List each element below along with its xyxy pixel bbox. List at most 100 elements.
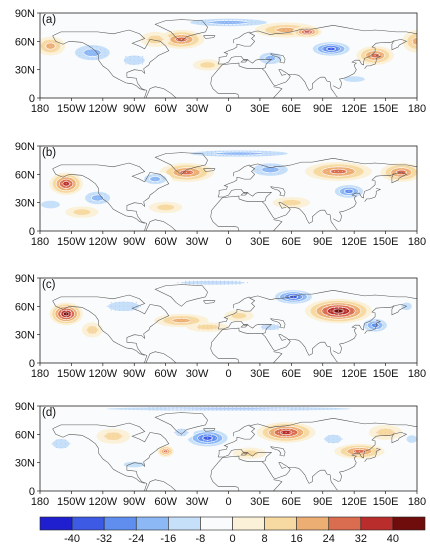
x-tick-label: 120E bbox=[341, 103, 367, 115]
negative-anomaly-center bbox=[182, 427, 233, 449]
x-tick-label: 120W bbox=[88, 368, 117, 380]
significance-dot bbox=[239, 408, 241, 410]
significance-dot bbox=[289, 437, 291, 439]
significance-dot bbox=[300, 296, 302, 298]
significance-dot bbox=[61, 316, 63, 318]
x-tick-label: 60E bbox=[282, 496, 302, 508]
significance-dot bbox=[285, 431, 287, 433]
significance-dot bbox=[261, 172, 263, 174]
significance-dot bbox=[65, 310, 67, 312]
significance-dot bbox=[323, 44, 325, 47]
significance-dot bbox=[189, 283, 191, 285]
significance-dot bbox=[289, 431, 291, 433]
significance-dot bbox=[104, 55, 106, 57]
anomaly-contour bbox=[406, 435, 417, 443]
significance-dot bbox=[219, 283, 222, 285]
significance-dot bbox=[188, 409, 190, 411]
coastline bbox=[210, 321, 273, 363]
significance-dot bbox=[65, 313, 67, 315]
anomaly-contour bbox=[200, 62, 215, 68]
significance-dot bbox=[60, 447, 62, 449]
significance-dot bbox=[200, 283, 202, 285]
significance-dot bbox=[259, 409, 261, 411]
significance-dot bbox=[176, 319, 178, 322]
significance-dot bbox=[211, 326, 213, 328]
significance-dot bbox=[184, 408, 186, 410]
significance-dot bbox=[341, 313, 343, 315]
significance-dot bbox=[275, 408, 277, 410]
x-tick-label: 120E bbox=[341, 236, 367, 248]
significance-dot bbox=[226, 151, 228, 153]
significance-dot bbox=[357, 170, 359, 173]
significance-dot bbox=[341, 307, 343, 309]
significance-dot bbox=[223, 282, 225, 284]
significance-dot bbox=[104, 197, 106, 199]
significance-dot bbox=[220, 24, 222, 26]
significance-dot bbox=[216, 19, 218, 21]
significance-dot bbox=[154, 38, 156, 40]
positive-anomaly-center bbox=[65, 206, 99, 218]
significance-dot bbox=[119, 305, 121, 307]
positive-anomaly-center bbox=[140, 31, 170, 47]
coastline bbox=[52, 29, 170, 98]
coastline bbox=[154, 412, 208, 435]
significance-dot bbox=[328, 435, 330, 437]
significance-dot bbox=[266, 326, 268, 328]
significance-dot bbox=[328, 441, 330, 444]
coastline bbox=[288, 207, 338, 231]
significance-dot bbox=[219, 437, 221, 439]
significance-dot bbox=[222, 153, 224, 155]
significance-dot bbox=[349, 170, 351, 173]
significance-dot bbox=[177, 428, 179, 430]
significance-dot bbox=[269, 328, 271, 330]
significance-dot bbox=[204, 407, 206, 409]
significance-dot bbox=[215, 434, 217, 436]
significance-dot bbox=[261, 151, 263, 153]
significance-dot bbox=[247, 19, 249, 21]
significance-dot bbox=[299, 407, 301, 409]
significance-dot bbox=[200, 408, 202, 410]
significance-dot bbox=[278, 172, 280, 174]
significance-dot bbox=[190, 175, 192, 177]
significance-dot bbox=[348, 190, 350, 192]
significance-dot bbox=[207, 153, 209, 155]
significance-dot bbox=[192, 407, 194, 409]
significance-dot bbox=[202, 432, 205, 434]
significance-dot bbox=[89, 193, 91, 195]
coastline bbox=[272, 219, 283, 231]
significance-dot bbox=[243, 21, 245, 23]
significance-dot bbox=[158, 38, 160, 40]
significance-dot bbox=[198, 437, 201, 439]
significance-dot bbox=[409, 175, 411, 177]
significance-dot bbox=[83, 52, 85, 54]
significance-dot bbox=[97, 193, 99, 195]
significance-dot bbox=[220, 409, 222, 411]
significance-dot bbox=[242, 154, 244, 156]
significance-dot bbox=[272, 26, 275, 28]
significance-dot bbox=[247, 21, 249, 23]
significance-dot bbox=[199, 171, 201, 173]
significance-dot bbox=[223, 408, 226, 410]
significance-dot bbox=[211, 437, 213, 439]
significance-dot bbox=[239, 24, 241, 26]
significance-dot bbox=[185, 317, 187, 319]
significance-dot bbox=[367, 58, 369, 60]
significance-dot bbox=[180, 317, 182, 319]
significance-dot bbox=[287, 409, 289, 411]
significance-dot bbox=[100, 201, 102, 203]
x-tick-label: 90W bbox=[123, 496, 146, 508]
significance-dot bbox=[60, 439, 62, 441]
significance-dot bbox=[91, 329, 93, 331]
significance-dot bbox=[374, 58, 376, 60]
significance-dot bbox=[176, 408, 178, 410]
significance-dot bbox=[344, 190, 346, 192]
significance-dot bbox=[400, 168, 402, 170]
significance-dot bbox=[65, 186, 67, 188]
significance-dot bbox=[370, 321, 372, 323]
significance-dot bbox=[181, 175, 183, 177]
significance-dot bbox=[104, 201, 106, 203]
significance-dot bbox=[125, 59, 127, 61]
significance-dot bbox=[150, 35, 152, 37]
significance-dot bbox=[176, 317, 178, 319]
x-tick-label: 60W bbox=[154, 236, 177, 248]
